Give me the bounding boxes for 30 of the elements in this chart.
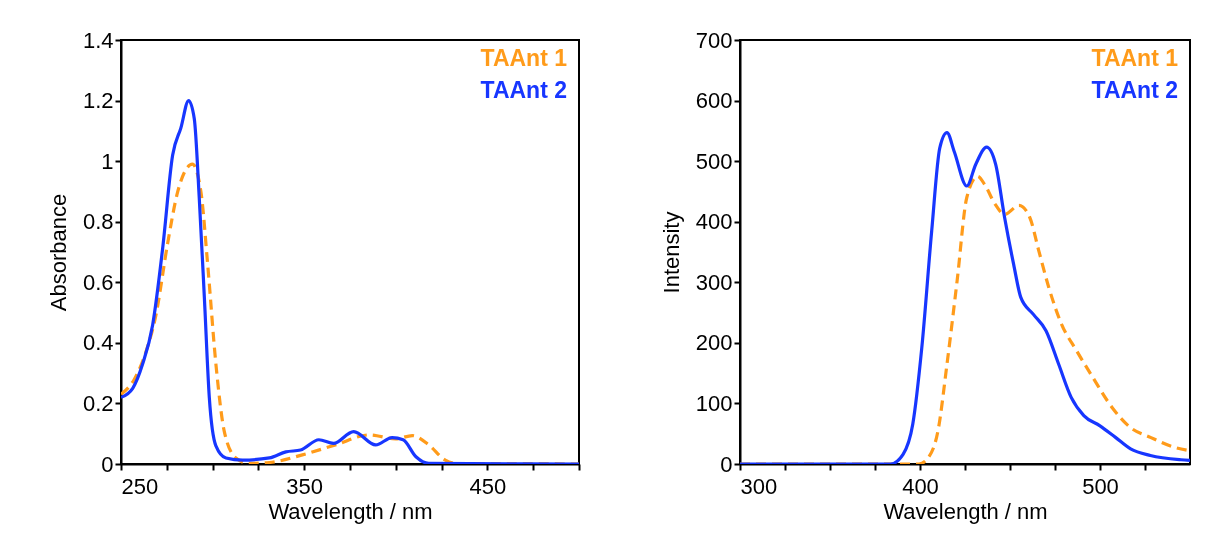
- y-axis-title: Absorbance: [45, 193, 71, 312]
- y-tick-label: 100: [695, 390, 733, 416]
- x-tick-label: 350: [286, 473, 324, 499]
- y-tick-label: 0.4: [82, 330, 114, 356]
- x-tick-label: 300: [740, 473, 778, 499]
- y-tick-label: 0: [720, 451, 733, 477]
- y-tick-label: 1.2: [82, 88, 114, 114]
- y-tick-label: 600: [695, 88, 733, 114]
- y-tick-label: 1.4: [82, 27, 114, 53]
- y-tick-label: 0.8: [82, 209, 114, 235]
- text: TAAnt 2: [480, 77, 567, 103]
- y-tick-label: 200: [695, 330, 733, 356]
- y-tick-label: 700: [695, 27, 733, 53]
- y-tick-label: 300: [695, 269, 733, 295]
- text: TAAnt 2: [1091, 77, 1178, 103]
- y-tick-label: 400: [695, 209, 733, 235]
- y-tick-label: 0.6: [82, 269, 114, 295]
- x-tick-label: 500: [1082, 473, 1119, 499]
- y-tick-label: 0: [101, 451, 114, 477]
- x-axis-title: Wavelength / nm: [883, 498, 1048, 524]
- x-tick-label: 400: [902, 473, 939, 499]
- x-axis-title: Wavelength / nm: [268, 498, 433, 524]
- x-tick-label: 250: [121, 473, 159, 499]
- text: TAAnt 1: [480, 45, 568, 71]
- y-tick-label: 500: [695, 148, 733, 174]
- y-tick-label: 1: [101, 148, 114, 174]
- text: TAAnt 1: [1091, 45, 1179, 71]
- y-tick-label: 0.2: [82, 390, 114, 416]
- y-axis-title: Intensity: [658, 211, 684, 294]
- x-tick-label: 450: [469, 473, 507, 499]
